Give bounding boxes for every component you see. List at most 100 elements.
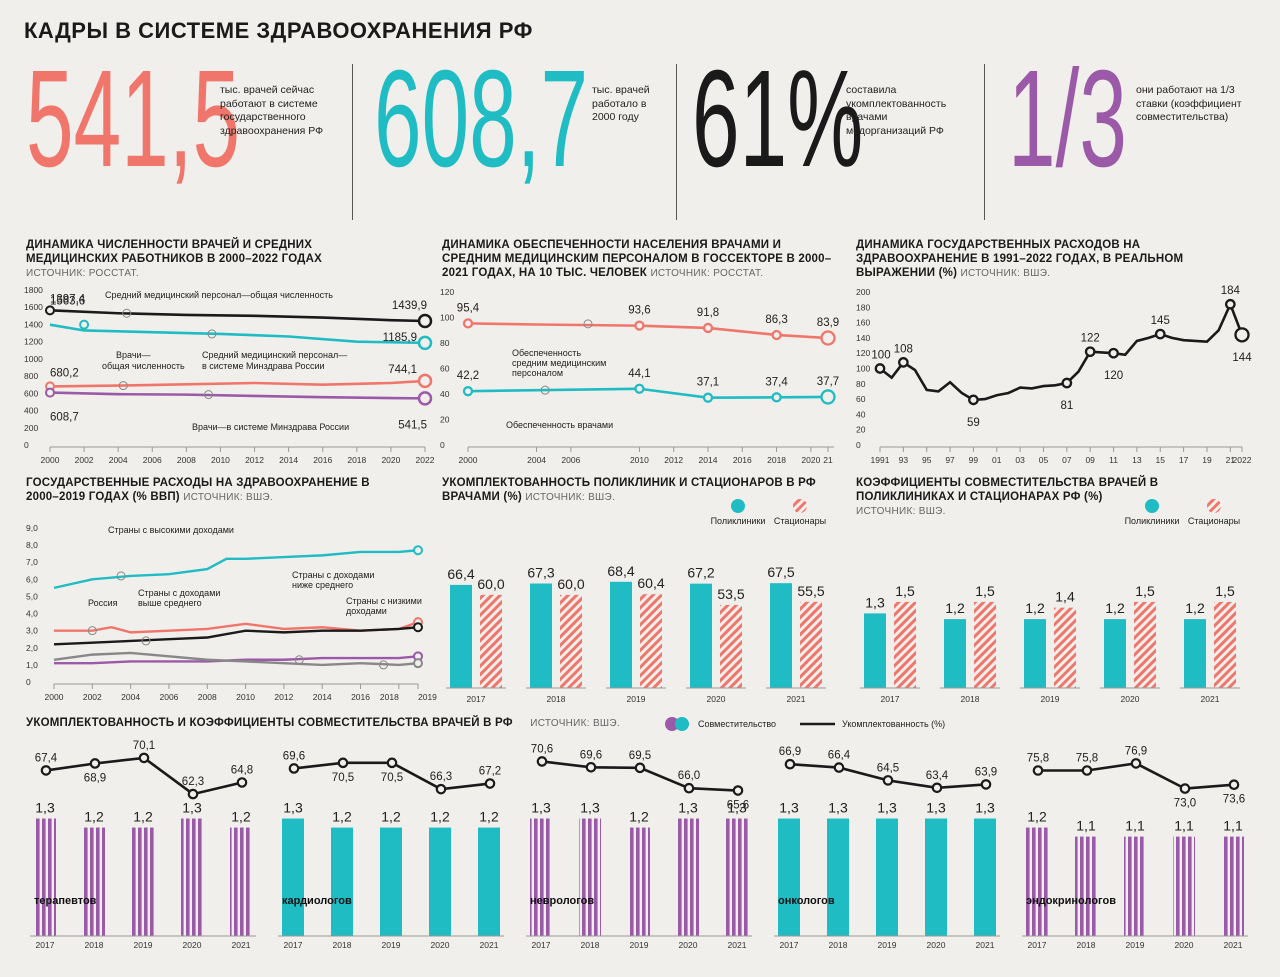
bar bbox=[640, 594, 662, 688]
x-tick-label: 2019 bbox=[630, 940, 649, 950]
legend-swatch bbox=[1207, 499, 1221, 513]
data-label: 1,5 bbox=[975, 583, 995, 599]
coef-bar bbox=[1026, 827, 1048, 936]
data-label: 67,2 bbox=[687, 565, 714, 581]
bar bbox=[974, 601, 996, 688]
x-tick-label: 2008 bbox=[177, 455, 196, 465]
stat-value-4: 1/3 bbox=[1008, 42, 1127, 196]
data-point bbox=[898, 357, 909, 368]
data-label: 67,2 bbox=[479, 766, 501, 778]
x-tick-label: 2020 bbox=[381, 455, 400, 465]
data-label: 66,4 bbox=[447, 566, 474, 582]
staff-chart: 0 200 400 600 800 1000 1200 1400 1600 1800 2000 200… bbox=[24, 285, 435, 465]
x-tick-label: 99 bbox=[969, 455, 979, 465]
data-label: 69,6 bbox=[283, 750, 305, 762]
data-label: 66,0 bbox=[678, 770, 700, 782]
annotation: ниже среднего bbox=[292, 580, 353, 590]
coef-bar bbox=[726, 818, 748, 936]
data-label: 1,4 bbox=[1055, 589, 1075, 605]
legend-label: Стационары bbox=[774, 516, 826, 526]
x-tick-label: 2010 bbox=[236, 692, 255, 702]
x-tick-label: 2017 bbox=[881, 694, 900, 704]
x-tick-label: 2017 bbox=[1028, 940, 1047, 950]
x-tick-label: 2020 bbox=[183, 940, 202, 950]
data-label: 100 bbox=[871, 350, 890, 362]
x-tick-label: 2004 bbox=[121, 692, 140, 702]
staffing-chart: Поликлиники Стационары66,460,0201767,360,… bbox=[446, 499, 826, 704]
bar bbox=[1184, 619, 1206, 688]
legend-label: Поликлиники bbox=[1125, 516, 1180, 526]
data-label: 1397,4 bbox=[50, 294, 86, 306]
y-tick-label: 1000 bbox=[24, 354, 43, 364]
data-label: 65,6 bbox=[727, 800, 749, 812]
x-tick-label: 15 bbox=[1156, 455, 1166, 465]
legend-label: Укомплектованность (%) bbox=[842, 719, 945, 729]
x-tick-label: 2014 bbox=[313, 692, 332, 702]
x-tick-label: 2006 bbox=[159, 692, 178, 702]
x-tick-label: 2010 bbox=[211, 455, 230, 465]
y-tick-label: 100 bbox=[856, 364, 870, 374]
x-tick-label: 2000 bbox=[459, 455, 478, 465]
data-label: 83,9 bbox=[817, 317, 839, 329]
coef-bar bbox=[876, 818, 898, 936]
annotation-marker bbox=[122, 308, 132, 318]
data-label: 1,2 bbox=[1105, 600, 1125, 616]
data-point bbox=[89, 758, 101, 769]
data-label: 73,6 bbox=[1223, 794, 1245, 806]
y-tick-label: 1800 bbox=[24, 285, 43, 295]
data-label: 81 bbox=[1060, 400, 1073, 412]
bar bbox=[1054, 607, 1076, 688]
end-marker bbox=[413, 545, 423, 556]
data-label: 1,2 bbox=[629, 809, 649, 825]
coef-bar bbox=[1222, 836, 1244, 936]
data-point bbox=[702, 322, 714, 334]
x-tick-label: 2021 bbox=[1201, 694, 1220, 704]
provision-chart: 0 20 40 60 80 100 120 2000 2004 2006 2010 2012 2014 2… bbox=[440, 287, 839, 465]
page-title: КАДРЫ В СИСТЕМЕ ЗДРАВООХРАНЕНИЯ РФ bbox=[24, 18, 533, 43]
annotation-marker bbox=[87, 626, 97, 636]
data-point bbox=[980, 779, 992, 790]
legend-swatch bbox=[731, 499, 745, 513]
chart-title-expenses: ДИНАМИКА ГОСУДАРСТВЕННЫХ РАСХОДОВ НА ЗДР… bbox=[856, 238, 1236, 281]
data-label: 1,3 bbox=[283, 800, 303, 816]
data-point bbox=[187, 788, 199, 800]
x-tick-label: 21 bbox=[823, 455, 833, 465]
series-line bbox=[49, 309, 426, 323]
x-tick-label: 2021 bbox=[787, 694, 806, 704]
x-tick-label: 09 bbox=[1085, 455, 1095, 465]
annotation: доходами bbox=[346, 606, 387, 616]
series-line bbox=[54, 655, 419, 665]
data-label: 144 bbox=[1232, 352, 1252, 364]
data-label: 1,5 bbox=[1135, 583, 1155, 599]
annotation: в системе Минздрава России bbox=[202, 361, 325, 371]
chart-title-text: ДИНАМИКА ГОСУДАРСТВЕННЫХ РАСХОДОВ НА ЗДР… bbox=[856, 239, 1184, 279]
x-tick-label: 2019 bbox=[1041, 694, 1060, 704]
x-tick-label: 2016 bbox=[351, 692, 370, 702]
coef-bar bbox=[132, 827, 154, 936]
x-tick-label: 2016 bbox=[313, 455, 332, 465]
coef-bar bbox=[1075, 836, 1097, 936]
annotation: Врачи— bbox=[116, 350, 151, 360]
data-label: 1,3 bbox=[678, 800, 698, 816]
data-label: 1563,6 bbox=[50, 295, 85, 307]
bar bbox=[480, 594, 502, 688]
data-label: 68,4 bbox=[607, 563, 634, 579]
data-label: 1,2 bbox=[1025, 600, 1045, 616]
x-tick-label: 2021 bbox=[976, 940, 995, 950]
y-tick-label: 6,0 bbox=[26, 574, 38, 584]
x-tick-label: 2010 bbox=[630, 455, 649, 465]
x-tick-label: 2022 bbox=[1233, 455, 1252, 465]
data-label: 1,1 bbox=[1125, 818, 1145, 834]
data-label: 1,3 bbox=[865, 594, 885, 610]
coef-bar bbox=[1173, 836, 1195, 936]
data-label: 75,8 bbox=[1076, 753, 1098, 765]
annotation-marker bbox=[540, 385, 550, 395]
data-label: 70,5 bbox=[332, 772, 354, 784]
annotation: Средний медицинский персонал— bbox=[202, 350, 347, 360]
y-tick-label: 4,0 bbox=[26, 609, 38, 619]
data-label: 64,5 bbox=[877, 762, 899, 774]
x-tick-label: 2018 bbox=[333, 940, 352, 950]
y-tick-label: 40 bbox=[440, 389, 450, 399]
annotation-marker bbox=[141, 636, 151, 646]
legend-swatch bbox=[665, 717, 679, 731]
